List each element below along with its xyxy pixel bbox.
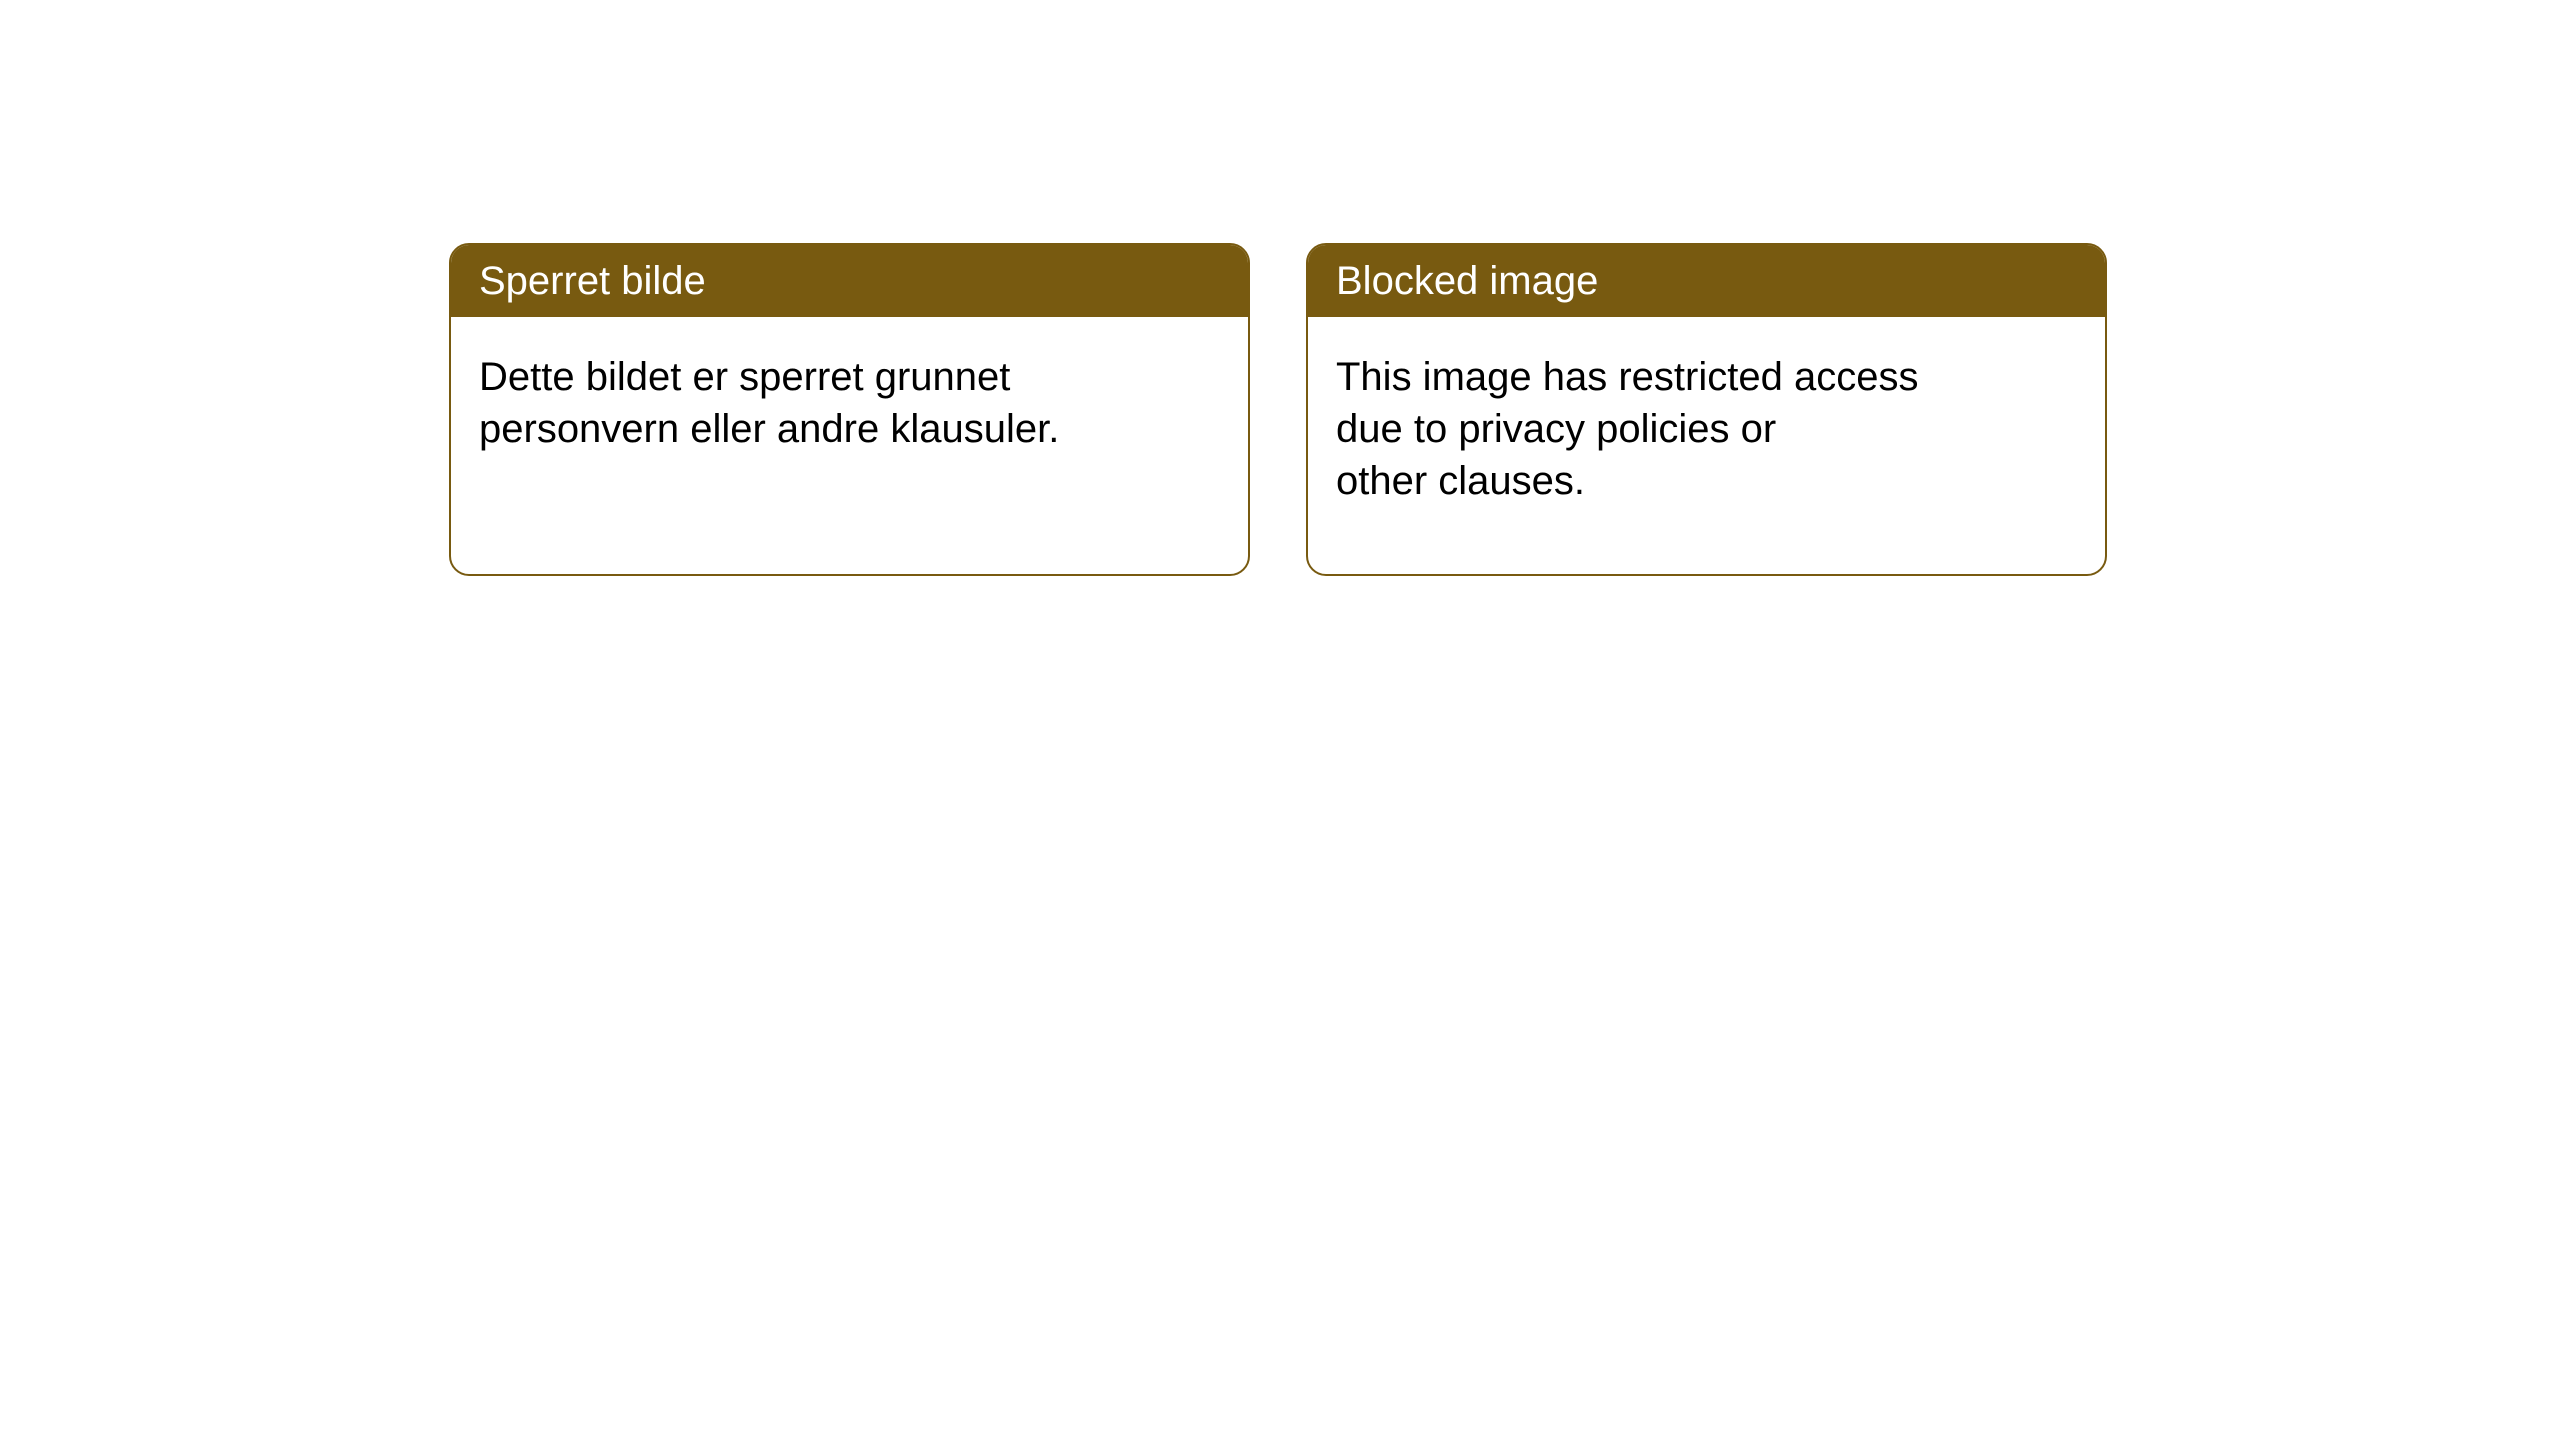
notice-card-en: Blocked image This image has restricted … (1306, 243, 2107, 576)
notice-header: Blocked image (1308, 245, 2105, 317)
notice-card-no: Sperret bilde Dette bildet er sperret gr… (449, 243, 1250, 576)
notice-body: This image has restricted access due to … (1308, 317, 2105, 541)
notice-container: Sperret bilde Dette bildet er sperret gr… (0, 0, 2560, 576)
notice-body: Dette bildet er sperret grunnet personve… (451, 317, 1248, 489)
notice-header: Sperret bilde (451, 245, 1248, 317)
